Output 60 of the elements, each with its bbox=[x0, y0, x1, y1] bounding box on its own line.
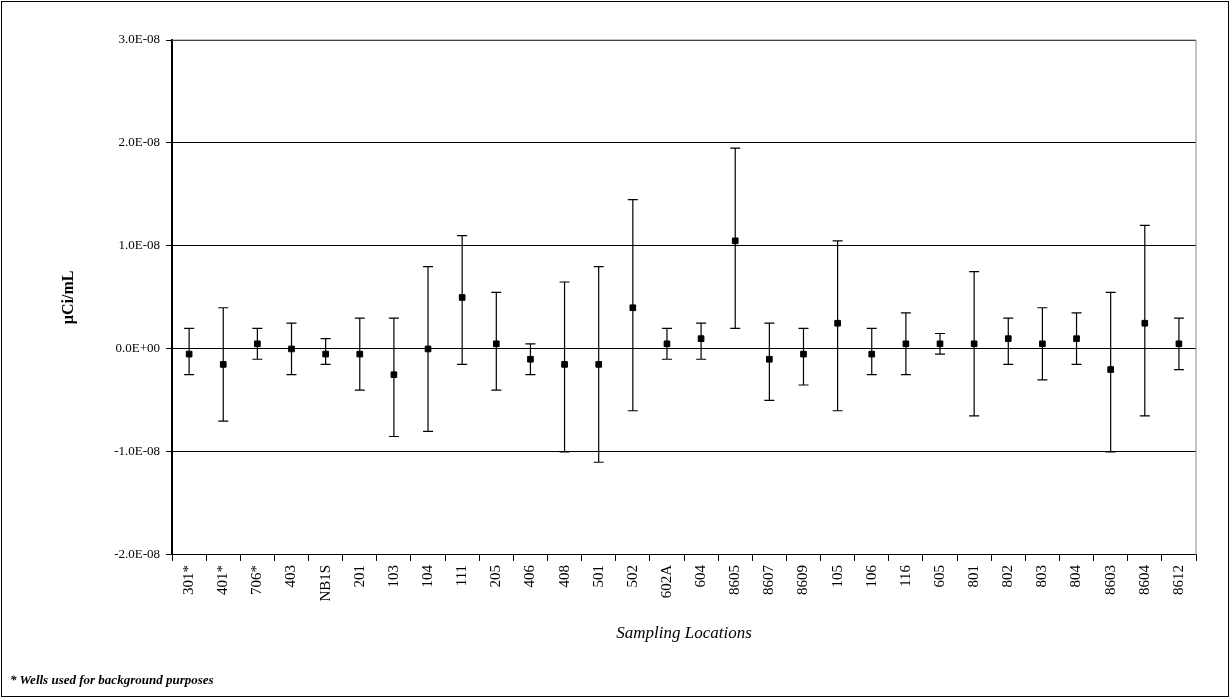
x-tick-label: 201 bbox=[350, 564, 367, 588]
x-tick-label: 706* bbox=[248, 564, 265, 595]
y-axis-title: µCi/mL bbox=[58, 270, 77, 325]
point bbox=[731, 237, 739, 245]
x-tick-label: 205 bbox=[487, 564, 504, 588]
x-tick-label: 403 bbox=[282, 564, 299, 588]
point bbox=[868, 350, 876, 358]
point bbox=[766, 355, 773, 363]
x-tick-label: 502 bbox=[623, 564, 640, 588]
point bbox=[1141, 319, 1149, 327]
y-tick-label: 2.0E-08 bbox=[118, 134, 161, 150]
point bbox=[834, 319, 841, 327]
x-tick-label: 801 bbox=[965, 564, 982, 588]
x-tick-label: 401* bbox=[214, 564, 231, 595]
point bbox=[1039, 340, 1046, 348]
x-tick-label: NB1S bbox=[316, 564, 333, 602]
x-tick-label: 605 bbox=[930, 564, 947, 588]
x-tick-label: 103 bbox=[384, 564, 401, 588]
point bbox=[356, 350, 364, 358]
x-tick-label: 301* bbox=[180, 564, 197, 595]
x-tick-label: 8607 bbox=[760, 564, 777, 595]
text: * Wells used for background purposes bbox=[10, 672, 214, 687]
point bbox=[629, 304, 637, 312]
y-tick-label: 1.0E-08 bbox=[118, 237, 161, 253]
x-tick-label: 406 bbox=[521, 564, 538, 588]
x-tick-label: 8609 bbox=[794, 564, 811, 595]
point bbox=[800, 350, 807, 358]
x-tick-label: 104 bbox=[418, 564, 435, 588]
x-tick-label: 802 bbox=[999, 564, 1016, 588]
x-tick-label: 501 bbox=[589, 564, 606, 588]
y-tick-label: -1.0E-08 bbox=[114, 443, 161, 459]
x-tick-label: 111 bbox=[453, 564, 470, 587]
point bbox=[254, 340, 261, 348]
point bbox=[219, 361, 227, 368]
x-tick-label: 8612 bbox=[1169, 564, 1186, 595]
x-tick-label: 8603 bbox=[1101, 564, 1118, 595]
y-tick-label: -2.0E-08 bbox=[114, 546, 161, 562]
point bbox=[1073, 335, 1080, 342]
point bbox=[1004, 335, 1012, 342]
point bbox=[322, 350, 329, 358]
y-tick-label: 3.0E-08 bbox=[118, 31, 161, 47]
y-tick-label: 0.0E+00 bbox=[115, 340, 161, 356]
x-tick-label: 602A bbox=[657, 564, 674, 599]
point bbox=[458, 294, 466, 301]
point bbox=[288, 345, 295, 353]
x-axis-title: Sampling Locations bbox=[616, 623, 753, 643]
x-tick-label: 408 bbox=[555, 564, 572, 588]
x-tick-label: 116 bbox=[896, 564, 913, 587]
x-tick-label: 803 bbox=[1033, 564, 1050, 588]
point bbox=[561, 361, 568, 368]
point bbox=[492, 340, 500, 348]
x-tick-label: 8605 bbox=[726, 564, 743, 595]
x-tick-label: 804 bbox=[1067, 564, 1084, 588]
x-tick-label: 604 bbox=[692, 564, 709, 588]
point bbox=[1107, 366, 1114, 373]
x-tick-label: 106 bbox=[862, 564, 879, 588]
x-tick-label: 8604 bbox=[1135, 564, 1152, 595]
point bbox=[595, 361, 603, 368]
point bbox=[527, 355, 534, 363]
x-tick-label: 105 bbox=[828, 564, 845, 588]
